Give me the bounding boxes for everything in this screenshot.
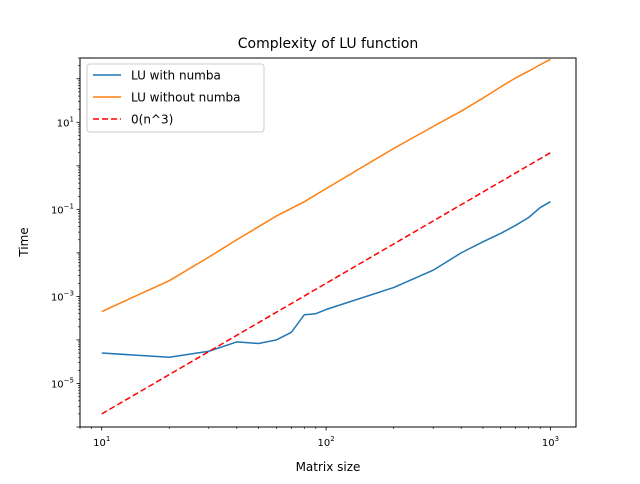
x-tick-label: 101 <box>93 435 110 449</box>
x-axis-label: Matrix size <box>296 460 361 474</box>
legend-label-1: LU with numba <box>131 69 221 83</box>
y-tick-label: 10−3 <box>51 289 74 303</box>
x-axis: 101 102 103 <box>79 427 559 449</box>
axes-frame <box>79 57 577 428</box>
legend-label-3: 0(n^3) <box>131 113 173 127</box>
plot-lines <box>101 58 551 415</box>
series-line-2 <box>101 58 551 313</box>
x-tick-label: 103 <box>542 435 559 449</box>
chart-title: Complexity of LU function <box>238 36 418 52</box>
y-tick-label: 10−5 <box>51 376 74 390</box>
y-axis: 10−5 10−3 10−1 101 <box>51 57 80 428</box>
legend: LU with numba LU without numba 0(n^3) <box>86 63 265 133</box>
y-tick-label: 10−1 <box>51 202 74 216</box>
series-line-1 <box>101 201 551 359</box>
series-line-3 <box>101 152 551 415</box>
y-axis-label: Time <box>17 227 31 257</box>
legend-box <box>86 63 265 133</box>
y-tick-label: 101 <box>57 115 74 129</box>
legend-label-2: LU without numba <box>131 91 240 105</box>
x-tick-label: 102 <box>317 435 334 449</box>
